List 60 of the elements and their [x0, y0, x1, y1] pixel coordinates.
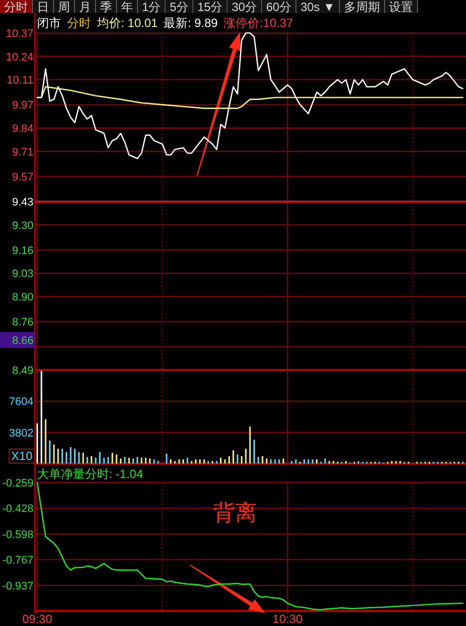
button: 月	[75, 0, 95, 14]
category-label: 60分	[266, 0, 292, 14]
y-tick-label: -0.598	[2, 528, 34, 541]
y-tick-label: 8.90	[12, 292, 34, 304]
button: 设置	[385, 0, 418, 14]
category-label: 多周期	[344, 0, 380, 14]
chart-subtitle: 分时	[67, 16, 91, 30]
y-tick-label: 10.37	[6, 28, 34, 40]
y-tick-label: 9.43	[12, 196, 34, 208]
y-tick-label: 9.30	[12, 220, 34, 232]
category-label: 设置	[389, 0, 414, 14]
button: 年	[117, 0, 137, 14]
y-tick-label: -0.767	[2, 554, 34, 567]
y-tick-label: 9.57	[12, 171, 34, 184]
button: 1分	[138, 0, 165, 14]
series-label: 大单净量分时: -1.04	[37, 467, 144, 481]
y-tick-label: 10.11	[6, 74, 34, 87]
y-tick-label: 9.71	[12, 146, 34, 158]
y-tick-label: 8.49	[12, 365, 34, 377]
y-tick-label: 8.76	[12, 316, 34, 329]
category-label: 30s ▼	[300, 0, 336, 14]
category-label: 年	[121, 0, 133, 14]
y-tick-label: 9.84	[12, 123, 34, 136]
button: 周	[54, 0, 74, 14]
button: 30分	[228, 0, 262, 14]
y-tick-label: 3802	[9, 427, 34, 440]
category-label: 5分	[170, 0, 188, 14]
category-label: 30分	[232, 0, 258, 14]
y-tick-label: 9.97	[12, 100, 34, 112]
y-tick-label: 10.24	[6, 51, 34, 64]
y-tick-label: -0.428	[2, 503, 34, 516]
ylabel: X10	[8, 448, 35, 464]
category-label: 周	[58, 0, 70, 14]
category-label: 日	[37, 0, 49, 14]
y-tick-label: 7604	[9, 396, 34, 408]
y-tick-label: -0.259	[2, 478, 34, 490]
button: 季	[96, 0, 116, 14]
button: 5分	[166, 0, 192, 14]
category-label: 季	[100, 0, 112, 14]
y-tick-label: -0.937	[2, 580, 34, 592]
y-tick-label: 9.03	[12, 268, 34, 280]
annotation: 背离	[213, 500, 257, 525]
text: 涨停价:10.37	[224, 16, 294, 30]
text: 均价: 10.01	[96, 16, 158, 30]
button: 多周期	[340, 0, 384, 14]
button: 15分	[193, 0, 227, 14]
button: 日	[33, 0, 53, 14]
button: 分时	[0, 0, 32, 14]
category-label: 分时	[4, 0, 28, 14]
chart-title: 闭市	[37, 16, 61, 30]
button: 30s ▼	[296, 0, 340, 14]
category-label: 15分	[197, 0, 223, 14]
x-tick-label: 10:30	[272, 612, 303, 626]
text: 最新: 9.89	[164, 16, 218, 30]
x-tick-label: 09:30	[22, 612, 53, 626]
button: 60分	[262, 0, 296, 14]
cursor-readout: 8.66	[0, 332, 35, 348]
y-tick-label: 9.16	[12, 244, 34, 257]
category-label: 1分	[142, 0, 161, 14]
category-label: 月	[79, 0, 91, 14]
